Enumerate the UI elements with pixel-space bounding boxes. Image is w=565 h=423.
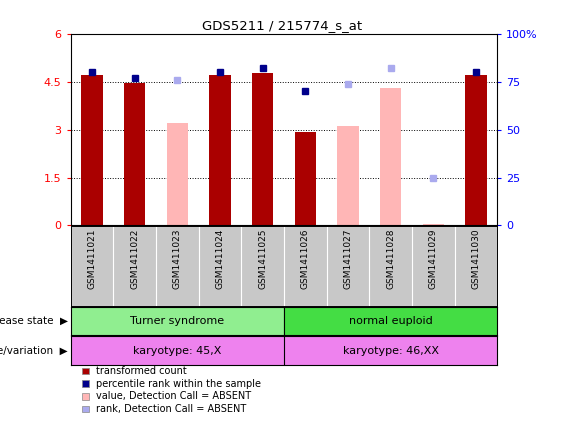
Bar: [423, 224, 444, 225]
Text: GSM1411026: GSM1411026: [301, 229, 310, 289]
Bar: [337, 126, 359, 225]
Bar: [294, 132, 316, 225]
Bar: [81, 75, 103, 225]
Text: value, Detection Call = ABSENT: value, Detection Call = ABSENT: [96, 391, 251, 401]
Text: GSM1411030: GSM1411030: [471, 229, 480, 289]
Text: percentile rank within the sample: percentile rank within the sample: [96, 379, 261, 389]
Bar: [124, 83, 145, 225]
Text: genotype/variation  ▶: genotype/variation ▶: [0, 346, 68, 356]
Bar: [252, 73, 273, 225]
Text: GDS5211 / 215774_s_at: GDS5211 / 215774_s_at: [202, 19, 363, 32]
Text: karyotype: 45,X: karyotype: 45,X: [133, 346, 221, 356]
Bar: [465, 75, 486, 225]
Text: GSM1411027: GSM1411027: [344, 229, 353, 289]
Text: Turner syndrome: Turner syndrome: [130, 316, 224, 326]
Text: GSM1411028: GSM1411028: [386, 229, 395, 289]
Text: transformed count: transformed count: [96, 366, 187, 376]
Text: normal euploid: normal euploid: [349, 316, 432, 326]
Text: GSM1411029: GSM1411029: [429, 229, 438, 289]
Text: rank, Detection Call = ABSENT: rank, Detection Call = ABSENT: [96, 404, 246, 414]
Text: karyotype: 46,XX: karyotype: 46,XX: [342, 346, 438, 356]
Bar: [209, 75, 231, 225]
Text: GSM1411022: GSM1411022: [130, 229, 139, 289]
Bar: [167, 123, 188, 225]
Text: GSM1411025: GSM1411025: [258, 229, 267, 289]
Text: GSM1411024: GSM1411024: [215, 229, 224, 289]
Text: GSM1411021: GSM1411021: [88, 229, 97, 289]
Bar: [380, 88, 401, 225]
Text: disease state  ▶: disease state ▶: [0, 316, 68, 326]
Text: GSM1411023: GSM1411023: [173, 229, 182, 289]
